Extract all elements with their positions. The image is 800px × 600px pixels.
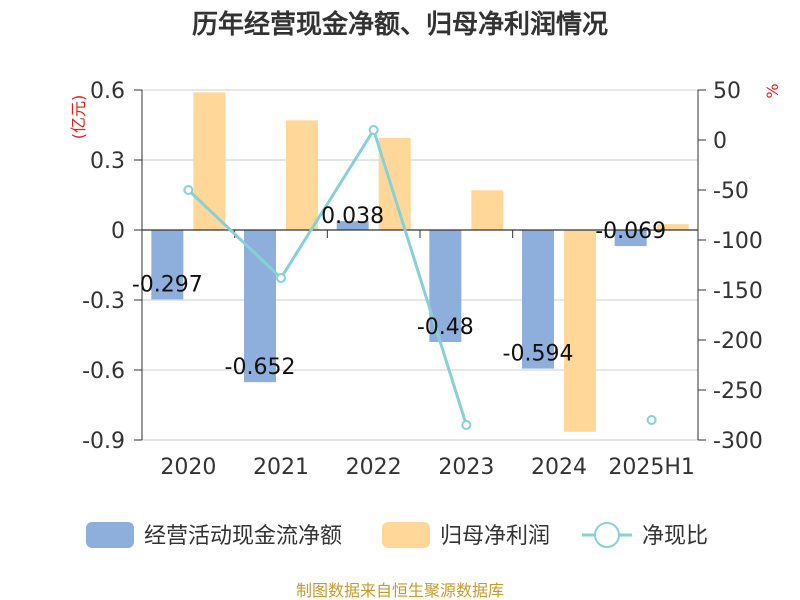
x-tick-label: 2025H1 <box>608 455 695 480</box>
ratio-point <box>183 185 194 195</box>
net-profit-bar <box>564 230 596 432</box>
legend-label-ratio: 净现比 <box>642 524 708 549</box>
right-axis-unit: % <box>763 83 782 98</box>
ratio-point <box>646 415 657 425</box>
cashflow-bar <box>522 230 554 369</box>
right-tick-label: -50 <box>713 179 749 204</box>
cashflow-bar <box>151 230 184 300</box>
right-tick-label: -300 <box>713 429 763 454</box>
legend-label-net-profit: 归母净利润 <box>440 524 550 549</box>
legend-swatch-cashflow <box>86 522 134 548</box>
ratio-point <box>276 273 286 283</box>
x-tick-label: 2024 <box>531 455 587 480</box>
cashflow-bar <box>336 221 369 230</box>
cashflow-data-label: -0.48 <box>417 315 474 340</box>
cashflow-data-label: 0.038 <box>321 204 384 229</box>
gridlines <box>142 89 698 441</box>
right-tick-label: -150 <box>713 279 763 304</box>
left-tick-label: 0.6 <box>90 79 125 104</box>
net-profit-bar <box>471 190 504 230</box>
axes-group: 0.6 0.3 0 -0.3 -0.6 -0.9 50 0 -50 -100 -150 -200 -25… <box>82 79 763 480</box>
x-tick-label: 2023 <box>438 455 494 480</box>
cashflow-data-label: -0.297 <box>132 272 203 297</box>
right-tick-label: -200 <box>713 329 763 354</box>
legend: 经营活动现金流净额 归母净利润 净现比 <box>86 522 708 549</box>
cashflow-data-label: -0.594 <box>503 342 574 367</box>
source-note: 制图数据来自恒生聚源数据库 <box>296 581 504 600</box>
bars-group <box>151 92 689 432</box>
x-tick-label: 2021 <box>253 455 309 480</box>
left-tick-label: -0.6 <box>82 359 125 384</box>
net-profit-bar <box>656 224 689 230</box>
legend-marker-ratio <box>594 522 620 548</box>
x-tick-label: 2020 <box>160 455 216 480</box>
ratio-point <box>368 125 379 135</box>
cashflow-data-label: -0.069 <box>595 219 666 244</box>
left-axis-unit: (亿元) <box>69 95 88 140</box>
cashflow-bar <box>244 230 276 383</box>
legend-label-cashflow: 经营活动现金流净额 <box>144 524 342 549</box>
right-tick-label: -250 <box>713 379 763 404</box>
chart-title: 历年经营现金净额、归母净利润情况 <box>192 9 608 40</box>
x-tick-label: 2022 <box>346 455 402 480</box>
right-tick-label: 50 <box>713 79 741 104</box>
net-profit-bar <box>378 137 411 230</box>
cashflow-data-label: -0.652 <box>225 355 296 380</box>
net-profit-bar <box>193 92 226 230</box>
line-series-group <box>183 125 657 430</box>
data-labels-group: -0.297 -0.652 0.038 -0.48 -0.594 -0.069 <box>132 204 666 380</box>
ratio-point <box>461 420 472 430</box>
left-tick-label: 0 <box>111 219 125 244</box>
right-tick-label: -100 <box>713 229 763 254</box>
net-profit-bar <box>286 120 318 230</box>
left-tick-label: -0.3 <box>82 289 125 314</box>
left-tick-label: -0.9 <box>82 429 125 454</box>
left-tick-label: 0.3 <box>90 149 125 174</box>
ratio-line <box>187 126 468 426</box>
legend-swatch-net-profit <box>382 522 430 548</box>
right-tick-label: 0 <box>713 129 727 154</box>
cashflow-bar <box>614 230 647 247</box>
